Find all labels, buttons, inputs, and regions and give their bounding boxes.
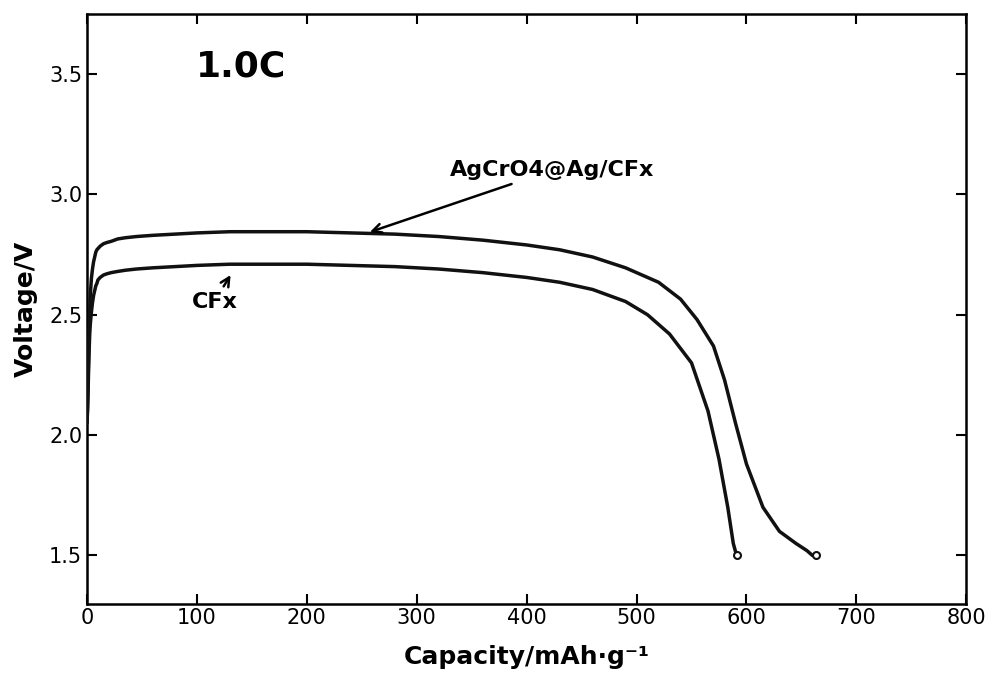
Text: AgCrO4@Ag/CFx: AgCrO4@Ag/CFx — [373, 161, 654, 232]
Text: 1.0C: 1.0C — [196, 49, 286, 83]
X-axis label: Capacity/mAh·g⁻¹: Capacity/mAh·g⁻¹ — [404, 645, 650, 669]
Text: CFx: CFx — [191, 277, 237, 311]
Y-axis label: Voltage/V: Voltage/V — [14, 240, 38, 377]
